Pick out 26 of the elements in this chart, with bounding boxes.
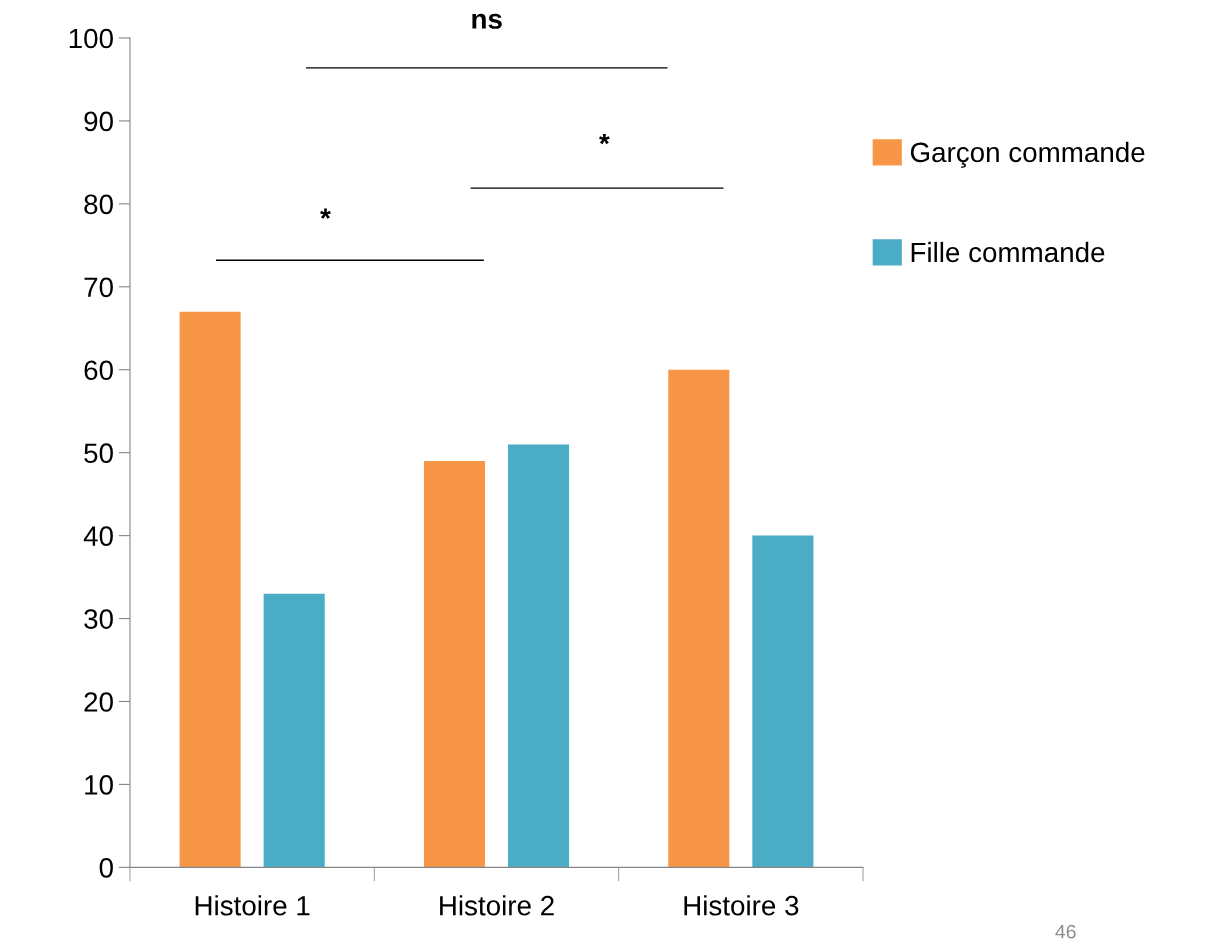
text: 46 bbox=[1055, 924, 1076, 939]
x-tick-label: Histoire 3 bbox=[684, 895, 799, 916]
text: ns bbox=[472, 13, 502, 29]
bar bbox=[668, 369, 730, 868]
y-tick-label: 70 bbox=[84, 277, 113, 298]
y-tick-label: 80 bbox=[84, 194, 113, 215]
y-tick-label: 40 bbox=[83, 526, 113, 546]
bar bbox=[263, 593, 325, 868]
y-tick-label: 60 bbox=[84, 360, 113, 381]
legend-label: Fille commande bbox=[911, 241, 1105, 263]
y-tick-label: 0 bbox=[99, 858, 113, 878]
y-tick-label: 10 bbox=[85, 775, 113, 795]
x-tick-label: Histoire 2 bbox=[440, 895, 554, 916]
bar bbox=[507, 444, 570, 868]
y-tick-label: 100 bbox=[69, 28, 113, 49]
y-tick-label: 90 bbox=[84, 111, 113, 132]
x-tick-label: Histoire 1 bbox=[195, 895, 310, 916]
bar bbox=[423, 460, 486, 868]
legend-label: Garçon commande bbox=[910, 141, 1145, 168]
annotation: * bbox=[320, 208, 331, 219]
bar bbox=[179, 311, 241, 868]
annotation: * bbox=[599, 133, 610, 145]
y-tick-label: 30 bbox=[84, 609, 113, 629]
y-tick-label: 50 bbox=[84, 443, 113, 464]
bar bbox=[752, 535, 814, 868]
y-tick-label: 20 bbox=[84, 692, 113, 712]
